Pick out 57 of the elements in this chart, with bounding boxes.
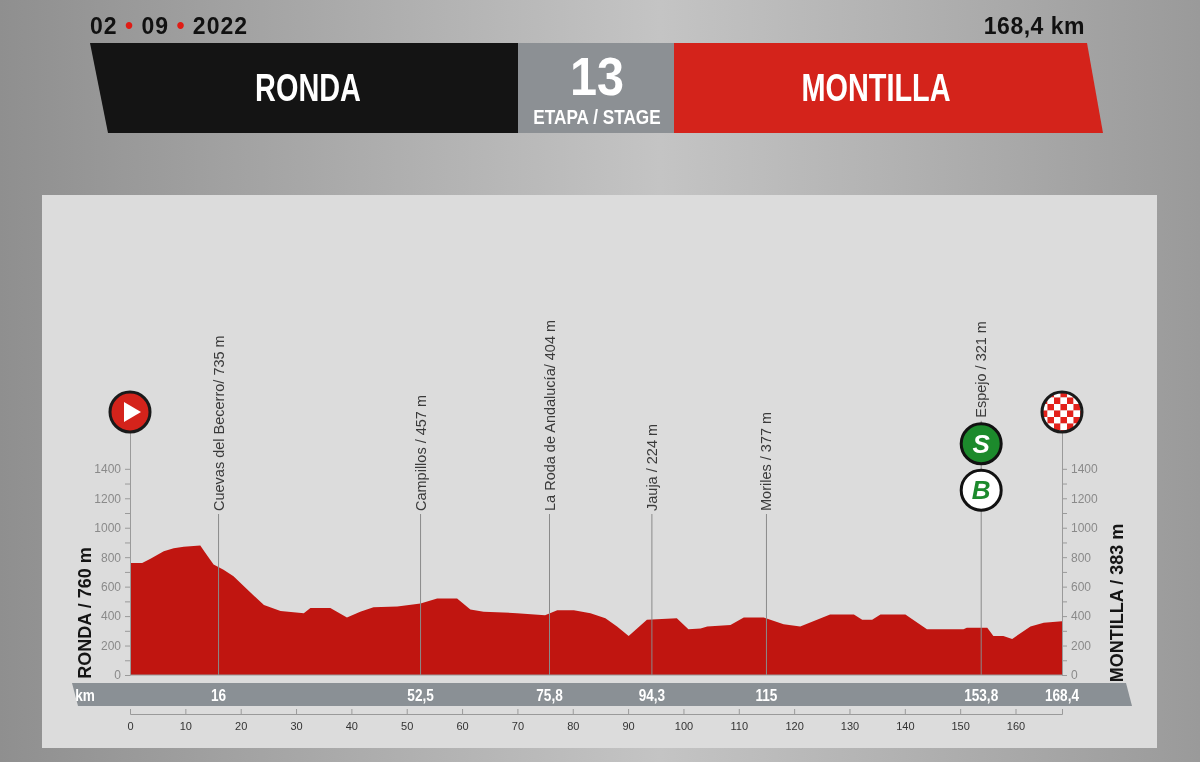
x2-tick-label: 153,8 [964,686,999,705]
ref-line-label: Jauja / 224 m [643,423,660,511]
x-tick-label: 0 [127,719,134,732]
x-tick-label: 100 [674,719,694,732]
text: RONDA [255,66,361,109]
ref-line-label: Cuevas del Becerro/ 735 m [210,335,227,511]
chart-subtitle: ETAPA / STAGE [533,105,661,129]
text: 02 • 09 • 2022 [90,13,249,39]
chart-title: 13 [569,45,625,107]
y-tick-label: 200 [100,638,122,653]
y-tick-label: 400 [100,609,122,624]
y2-tick-label: 0 [1071,668,1078,683]
x-tick-label: 120 [785,719,804,732]
y2-tick-label: 600 [1071,579,1092,594]
y2-tick-label: 1200 [1071,491,1099,506]
y2-tick-label: 800 [1071,550,1092,565]
x-tick-label: 160 [1006,719,1026,732]
y-tick-label: 800 [100,550,122,565]
x-tick-label: 130 [840,719,860,732]
x-tick-label: 50 [401,719,414,732]
x-tick-label: 20 [235,719,248,732]
x-tick-label: 90 [622,719,635,732]
x-tick-label: 140 [896,719,915,732]
ref-line-label: Espejo / 321 m [973,321,990,418]
x-tick-label: 60 [456,719,469,732]
x2-tick-label: 168,4 [1045,686,1080,705]
y-tick-label: 1000 [94,521,122,536]
x2-axis-title: km [75,686,95,705]
y-tick-label: 0 [114,668,122,683]
y-axis-title: RONDA / 760 m [75,547,95,679]
x-tick-label: 10 [179,719,192,732]
ref-line-label: Moriles / 377 m [758,411,775,511]
x-tick-label: 110 [730,719,749,732]
y2-tick-label: 200 [1071,638,1092,653]
x2-tick-label: 75,8 [536,686,563,705]
y2-tick-label: 400 [1071,609,1092,624]
x2-tick-label: 94,3 [638,686,666,705]
ref-line-label: Campillos / 457 m [412,394,429,511]
y-tick-label: 1400 [94,462,122,477]
y-tick-label: 1200 [94,491,122,506]
y2-tick-label: 1400 [1071,462,1099,477]
x-tick-label: 70 [511,719,525,732]
annotation: S [972,428,991,459]
x2-tick-label: 115 [755,686,778,705]
x-tick-label: 30 [290,719,303,732]
x-tick-label: 40 [345,719,358,732]
x2-tick-label: 16 [210,686,227,705]
text: MONTILLA [801,66,951,109]
y2-axis-title: MONTILLA / 383 m [1107,523,1127,683]
x-tick-label: 150 [951,719,970,732]
y-tick-label: 600 [100,579,122,594]
y2-tick-label: 1000 [1071,521,1099,536]
ref-line-label: La Roda de Andalucía/ 404 m [541,319,558,511]
x-tick-label: 80 [567,719,580,732]
text: 168,4 km [983,13,1085,39]
annotation: B [971,475,991,506]
x2-tick-label: 52,5 [407,686,434,705]
